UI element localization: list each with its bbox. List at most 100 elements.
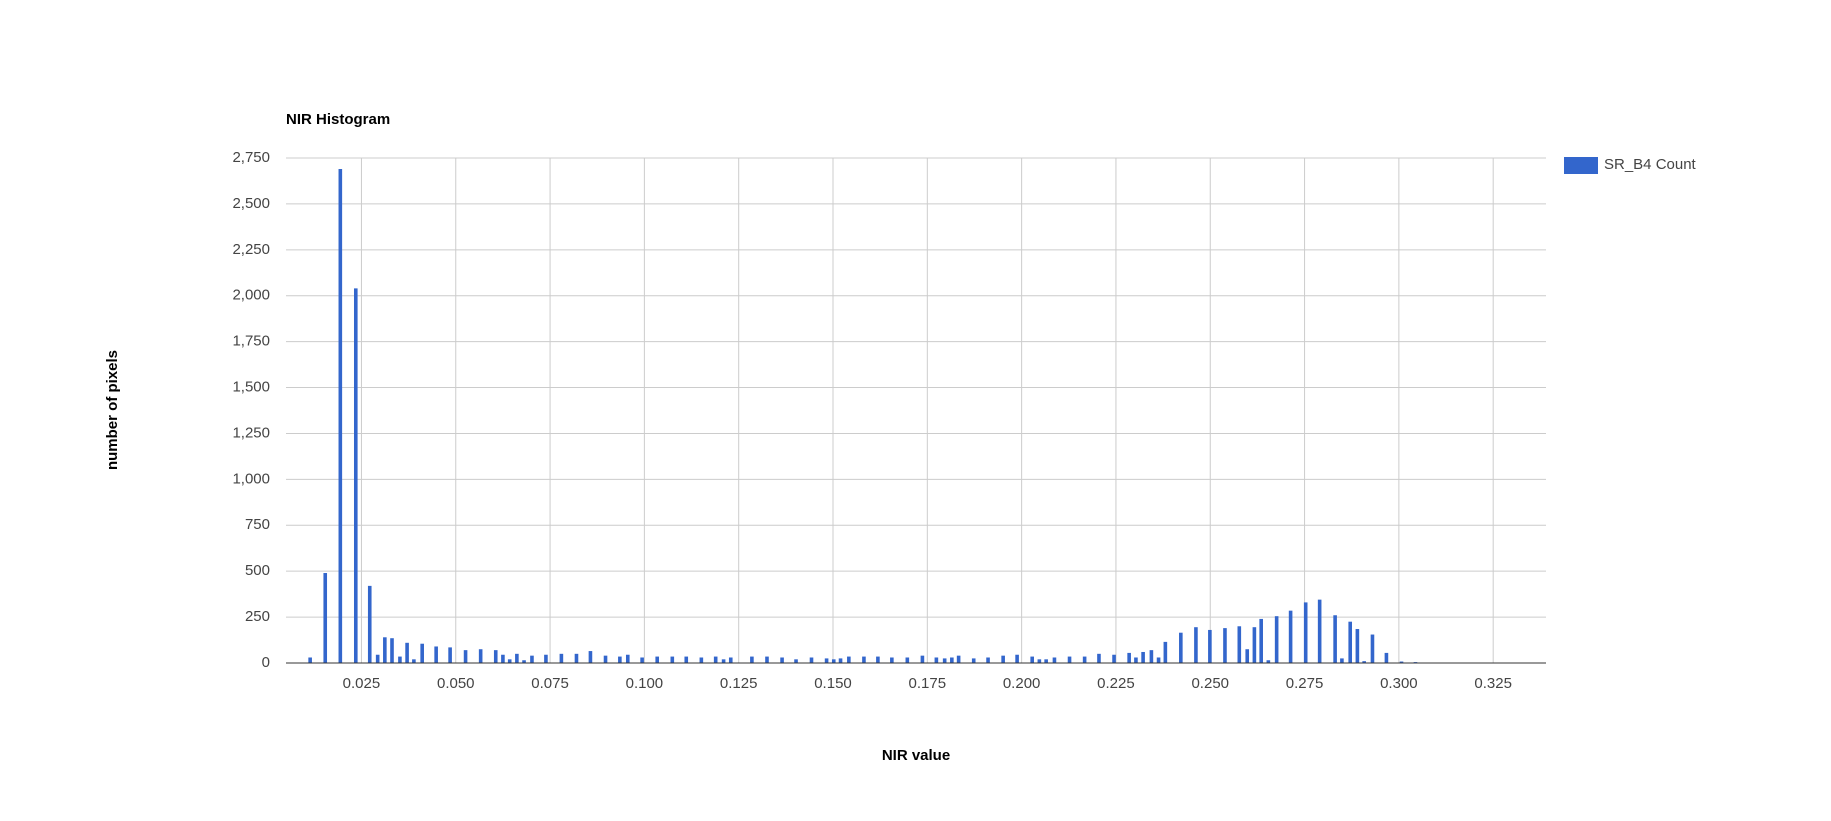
bar (522, 660, 526, 663)
bar (1097, 653, 1101, 663)
x-tick-label: 0.175 (909, 675, 947, 692)
bar (1163, 641, 1168, 663)
bar (986, 657, 990, 663)
bar (1052, 657, 1057, 663)
bar (1194, 627, 1198, 663)
y-tick-label: 250 (245, 608, 270, 625)
bar (780, 657, 784, 663)
bar (588, 651, 593, 663)
bar (876, 656, 880, 663)
bar (1362, 661, 1366, 663)
bar (684, 656, 689, 663)
y-tick-label: 0 (262, 654, 270, 671)
x-tick-label: 0.275 (1286, 675, 1324, 692)
bar (1237, 626, 1242, 663)
bar (559, 653, 564, 663)
bar (1015, 654, 1019, 663)
bar (1245, 649, 1250, 663)
bar (1384, 652, 1389, 663)
bar (323, 573, 328, 663)
bar (507, 659, 512, 663)
x-tick-label: 0.050 (437, 675, 475, 692)
bar (670, 656, 675, 663)
bar (1156, 657, 1161, 663)
bar (1303, 602, 1308, 663)
bar (530, 655, 534, 663)
y-tick-label: 2,000 (232, 287, 270, 304)
bar (640, 657, 644, 663)
y-tick-label: 750 (245, 516, 270, 533)
bar (574, 653, 579, 663)
bar (1252, 627, 1257, 663)
bar (934, 657, 939, 663)
bar (950, 657, 954, 663)
x-tick-label: 0.225 (1097, 675, 1135, 692)
x-tick-label: 0.150 (814, 675, 852, 692)
bar (603, 655, 608, 663)
bar (721, 659, 726, 663)
bar (1179, 632, 1183, 663)
bar (1348, 621, 1353, 663)
bar (956, 655, 961, 663)
bar (434, 646, 438, 663)
x-tick-label: 0.025 (343, 675, 381, 692)
bar (1001, 655, 1005, 663)
bar (375, 654, 380, 663)
y-tick-label: 500 (245, 562, 270, 579)
bar (1259, 618, 1263, 663)
bar (367, 585, 372, 663)
y-tick-label: 2,250 (232, 241, 270, 258)
bar (1317, 599, 1322, 663)
bar (1044, 659, 1048, 663)
bar (1127, 652, 1131, 663)
bar (905, 657, 910, 663)
bar (1082, 656, 1087, 663)
bar (412, 659, 416, 663)
bar (750, 656, 754, 663)
bar (1333, 615, 1337, 663)
y-tick-label: 1,000 (232, 470, 270, 487)
bar (398, 656, 402, 663)
bar (971, 658, 976, 663)
bar (338, 169, 343, 663)
bar (463, 650, 468, 663)
bar (1141, 651, 1145, 663)
bar (824, 658, 829, 663)
bar (1223, 628, 1227, 663)
bar (420, 643, 424, 663)
bar (1266, 660, 1271, 663)
y-tick-label: 2,750 (232, 149, 270, 166)
bar (1037, 659, 1042, 663)
bar (920, 655, 925, 663)
bar (478, 649, 483, 663)
bar (448, 647, 452, 663)
bar (655, 656, 660, 663)
bar (515, 653, 519, 663)
bar (1288, 610, 1293, 663)
bar (1274, 616, 1279, 663)
bar (405, 642, 409, 663)
x-tick-label: 0.200 (1003, 675, 1041, 692)
bar (862, 656, 866, 663)
bar (1399, 661, 1404, 663)
bar (1134, 657, 1138, 663)
bar (353, 288, 358, 663)
bar (383, 637, 387, 663)
bar (942, 658, 947, 663)
bar (501, 654, 505, 663)
y-tick-label: 1,500 (232, 379, 270, 396)
bar (847, 656, 851, 663)
bar (713, 656, 718, 663)
x-axis-title: NIR value (882, 747, 950, 764)
bar (699, 657, 704, 663)
bar (625, 654, 630, 663)
bar (1370, 634, 1375, 663)
chart-title: NIR Histogram (286, 111, 390, 128)
bar (890, 657, 894, 663)
legend-label: SR_B4 Count (1604, 156, 1697, 173)
bar (544, 654, 548, 663)
x-tick-label: 0.125 (720, 675, 758, 692)
x-tick-label: 0.250 (1191, 675, 1229, 692)
y-tick-label: 2,500 (232, 195, 270, 212)
